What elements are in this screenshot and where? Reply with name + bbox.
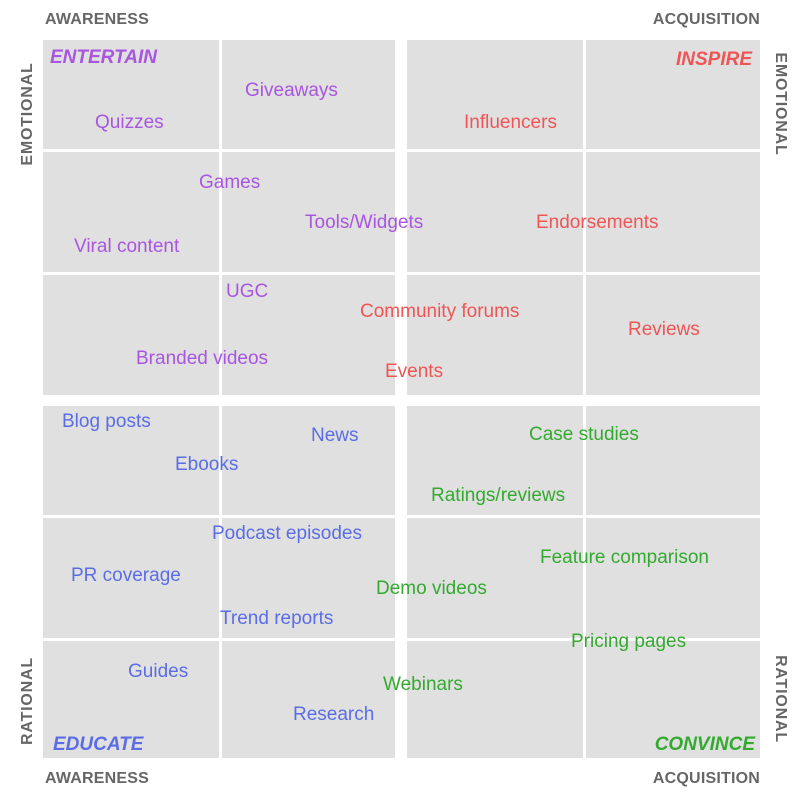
convince-item: Case studies — [529, 424, 639, 445]
inspire-item: Reviews — [628, 319, 700, 340]
entertain-item: Quizzes — [95, 112, 164, 133]
axis-label-awareness-top: AWARENESS — [45, 11, 150, 28]
axis-label-rational-left: RATIONAL — [19, 657, 36, 745]
educate-item: News — [311, 425, 359, 446]
axis-label-awareness-bottom: AWARENESS — [45, 770, 150, 787]
convince-item: Demo videos — [376, 578, 487, 599]
entertain-item: UGC — [226, 281, 269, 302]
axis-label-acquisition-bottom: ACQUISITION — [652, 770, 760, 787]
educate-item: Research — [293, 704, 375, 725]
convince-item: Pricing pages — [571, 631, 687, 652]
quadrant-inspire — [407, 40, 760, 395]
entertain-item: Viral content — [74, 236, 180, 257]
axis-label-rational-right: RATIONAL — [772, 655, 789, 743]
educate-item: Trend reports — [220, 608, 334, 629]
educate-item: Blog posts — [62, 411, 151, 432]
inspire-item: Events — [385, 361, 444, 382]
axis-label-acquisition-top: ACQUISITION — [652, 11, 760, 28]
educate-item: PR coverage — [71, 565, 181, 586]
inspire-item: Endorsements — [536, 212, 659, 233]
inspire-item: Influencers — [464, 112, 557, 133]
entertain-item: Tools/Widgets — [305, 212, 424, 233]
quadrant-convince — [407, 406, 760, 758]
quadrant-title-inspire: INSPIRE — [675, 49, 752, 70]
educate-item: Guides — [128, 661, 189, 682]
educate-item: Ebooks — [175, 454, 239, 475]
convince-item: Ratings/reviews — [431, 485, 566, 506]
quadrant-title-educate: EDUCATE — [53, 734, 144, 755]
entertain-item: Branded videos — [136, 348, 269, 369]
convince-item: Webinars — [383, 674, 463, 695]
quadrant-title-convince: CONVINCE — [654, 734, 755, 755]
convince-item: Feature comparison — [540, 547, 709, 568]
axis-label-emotional-left: EMOTIONAL — [19, 62, 36, 166]
quadrant-entertain — [43, 40, 395, 395]
inspire-item: Community forums — [360, 301, 520, 322]
quadrant-educate — [43, 406, 395, 758]
entertain-item: Games — [199, 172, 261, 193]
entertain-item: Giveaways — [245, 80, 338, 101]
quadrant-title-entertain: ENTERTAIN — [50, 47, 157, 68]
axis-label-emotional-right: EMOTIONAL — [772, 52, 789, 156]
educate-item: Podcast episodes — [212, 523, 362, 544]
